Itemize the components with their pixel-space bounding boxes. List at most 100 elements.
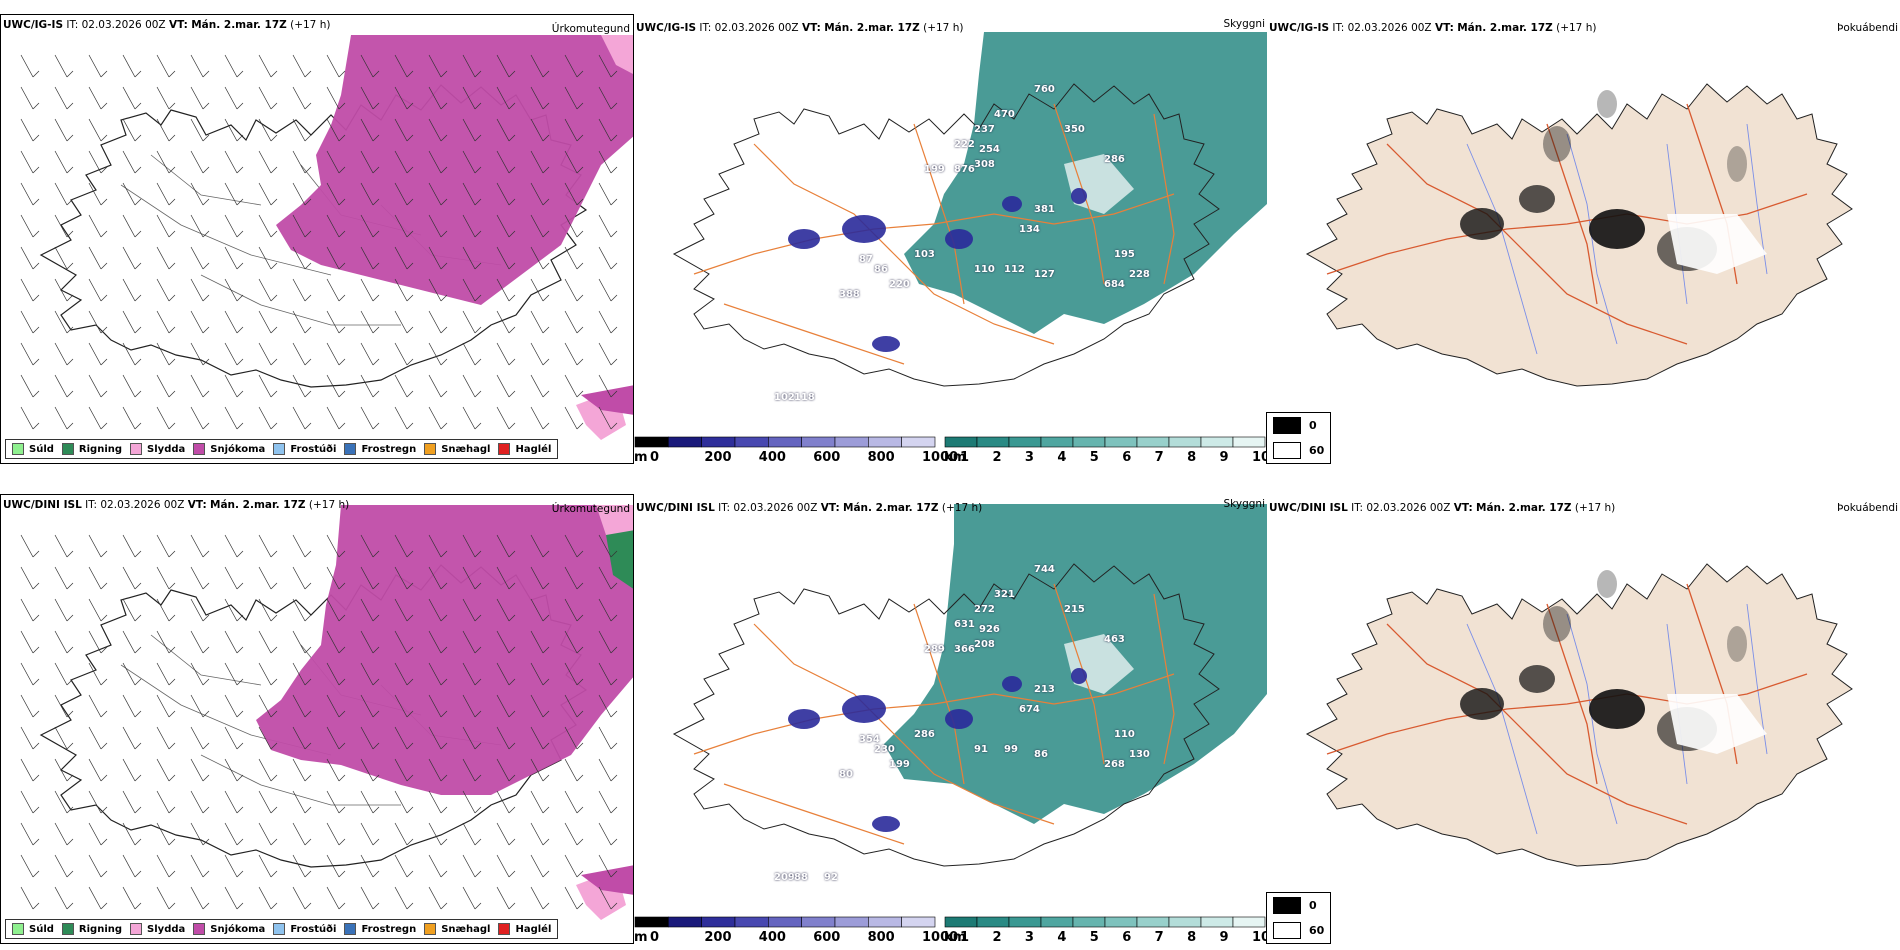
- wind-barb: [462, 214, 476, 238]
- legend-label: Frostúði: [290, 923, 337, 935]
- model-name: UWC/DINI ISL: [3, 499, 82, 511]
- wind-barb: [190, 342, 204, 366]
- wind-barb: [292, 886, 306, 910]
- wind-barb-tick: [66, 294, 74, 302]
- wind-barb: [88, 182, 102, 206]
- cloud-base-label: 127: [1034, 269, 1055, 280]
- wind-barb: [88, 278, 102, 302]
- scale-unit: km: [944, 930, 967, 945]
- wind-barb-tick: [168, 262, 176, 270]
- wind-barb: [258, 758, 272, 782]
- cloud-base-label: 254: [979, 144, 1000, 155]
- wind-barb-tick: [610, 166, 618, 174]
- wind-barb: [258, 854, 272, 878]
- wind-barb-tick: [270, 870, 278, 878]
- wind-barb-tick: [474, 422, 482, 430]
- vt-label: VT:: [187, 499, 207, 511]
- wind-barb: [598, 534, 612, 558]
- wind-barb-tick: [236, 870, 244, 878]
- wind-barb: [598, 758, 612, 782]
- wind-barb-tick: [474, 198, 482, 206]
- it-value: 02.03.2026 00Z: [714, 22, 799, 34]
- lead-time: (+17 h): [923, 22, 964, 34]
- wind-barb: [258, 566, 272, 590]
- wind-barb: [462, 886, 476, 910]
- wind-barb: [54, 86, 68, 110]
- wind-barb: [156, 886, 170, 910]
- wind-barb-tick: [270, 134, 278, 142]
- wind-barb-tick: [576, 838, 584, 846]
- wind-barb-tick: [338, 166, 346, 174]
- scale-tick-label: 1000: [922, 450, 959, 465]
- legend-label: Slydda: [147, 923, 186, 935]
- wind-barb-tick: [440, 102, 448, 110]
- wind-barb-tick: [508, 134, 516, 142]
- wind-barb: [20, 854, 34, 878]
- cloud-base-label: 92: [824, 872, 838, 883]
- wind-barb: [292, 662, 306, 686]
- wind-barb: [496, 150, 510, 174]
- wind-barb: [428, 182, 442, 206]
- cloud-base-label: 463: [1104, 634, 1125, 645]
- wind-barb-tick: [508, 102, 516, 110]
- wind-barb-tick: [168, 358, 176, 366]
- legend-swatch: [61, 443, 74, 455]
- road-line: [1153, 593, 1175, 765]
- scale-color-cell: [868, 916, 902, 928]
- wind-barb-tick: [32, 390, 40, 398]
- cloud-base-label: 684: [1104, 279, 1125, 290]
- wind-barb: [326, 630, 340, 654]
- wind-barb: [462, 374, 476, 398]
- cloud-base-label: 744: [1034, 564, 1055, 575]
- wind-barb: [394, 246, 408, 270]
- wind-barb: [496, 118, 510, 142]
- wind-barb-tick: [542, 742, 550, 750]
- wind-barb-tick: [406, 646, 414, 654]
- wind-barb-tick: [168, 838, 176, 846]
- wind-barb: [428, 406, 442, 430]
- key-swatch: [1273, 417, 1301, 434]
- wind-barb: [258, 662, 272, 686]
- wind-barb-tick: [100, 134, 108, 142]
- wind-barb: [54, 790, 68, 814]
- wind-barb: [224, 246, 238, 270]
- wind-barb-tick: [610, 710, 618, 718]
- legend-label: Snæhagl: [441, 923, 491, 935]
- scale-color-cell: [1136, 916, 1170, 928]
- wind-barb: [122, 118, 136, 142]
- legend-item: Frostúði: [273, 443, 336, 455]
- vt-value: Mán. 2.mar. 17Z: [824, 22, 920, 34]
- scale-color-cell: [1232, 436, 1266, 448]
- scale-color-bar: [944, 916, 1266, 928]
- wind-barb: [122, 214, 136, 238]
- wind-barb: [394, 694, 408, 718]
- cloud-base-label: 470: [994, 109, 1015, 120]
- wind-barb-tick: [236, 70, 244, 78]
- wind-barb: [530, 182, 544, 206]
- scale-color-cell: [668, 916, 702, 928]
- wind-barb: [156, 150, 170, 174]
- wind-barb: [326, 598, 340, 622]
- wind-barb: [496, 310, 510, 334]
- wind-barb: [292, 694, 306, 718]
- wind-barb: [20, 598, 34, 622]
- wind-barb: [292, 374, 306, 398]
- wind-barb: [530, 118, 544, 142]
- wind-barb-tick: [406, 678, 414, 686]
- wind-barb: [428, 342, 442, 366]
- fog-index-area: [1597, 570, 1617, 598]
- scale-color-cell: [1072, 916, 1106, 928]
- wind-barb: [190, 854, 204, 878]
- cloud-base-label: 230: [874, 744, 895, 755]
- wind-barb-tick: [134, 742, 142, 750]
- wind-barb-tick: [66, 390, 74, 398]
- wind-barb-tick: [202, 742, 210, 750]
- scale-tick-label: 4: [1057, 450, 1067, 465]
- wind-barb-tick: [508, 422, 516, 430]
- road-line: [723, 783, 905, 845]
- wind-barb: [54, 214, 68, 238]
- wind-barb-tick: [474, 678, 482, 686]
- fog-index-key: 0 60: [1266, 412, 1332, 464]
- wind-barb: [496, 822, 510, 846]
- scale-color-cell: [1232, 916, 1266, 928]
